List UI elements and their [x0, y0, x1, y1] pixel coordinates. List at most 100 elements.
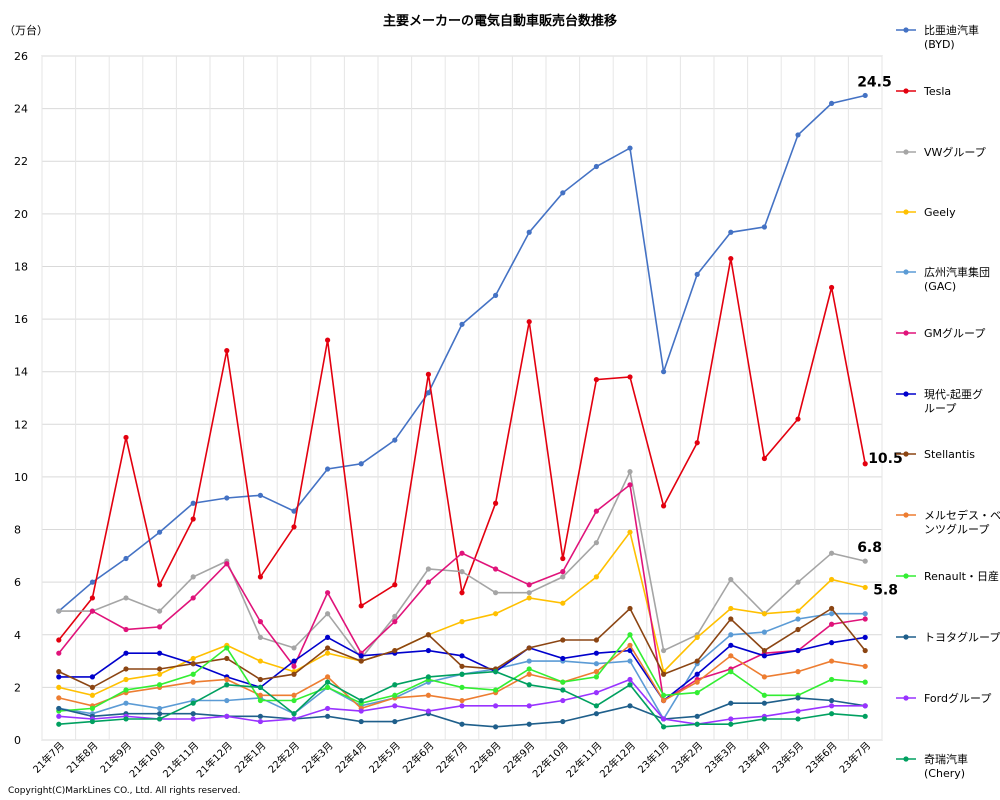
data-point: [257, 684, 263, 690]
x-tick-label: 23年3月: [702, 739, 739, 776]
data-point: [459, 590, 465, 596]
data-point: [593, 703, 600, 709]
series-line-1: [58, 258, 866, 641]
data-point: [627, 647, 633, 654]
data-point: [829, 284, 835, 291]
data-point: [224, 348, 230, 354]
data-point: [761, 700, 768, 706]
data-point: [392, 619, 398, 625]
data-point: [829, 658, 835, 664]
y-tick-label: 8: [14, 524, 21, 537]
x-tick-label: 22年11月: [563, 739, 604, 780]
x-tick-label: 23年1月: [635, 739, 672, 776]
x-tick-label: 23年4月: [736, 739, 773, 776]
data-point: [694, 721, 700, 727]
data-point: [257, 697, 263, 704]
data-point: [392, 703, 398, 709]
series-line-2: [58, 469, 866, 660]
data-point: [291, 697, 297, 704]
data-point: [862, 703, 868, 709]
data-point: [694, 671, 700, 677]
data-point: [661, 697, 667, 704]
y-tick-label: 6: [14, 576, 21, 589]
legend-swatch-marker: [903, 330, 909, 336]
series-line-6: [58, 636, 866, 702]
data-point: [291, 716, 297, 722]
data-point: [493, 687, 499, 693]
data-point: [795, 716, 801, 722]
data-point: [829, 550, 835, 556]
data-point: [862, 713, 868, 719]
data-point: [728, 605, 734, 612]
data-point: [190, 574, 196, 580]
data-point: [358, 697, 364, 704]
y-tick-label: 20: [14, 208, 28, 221]
data-point: [291, 508, 297, 514]
legend-label: Fordグループ: [924, 691, 991, 705]
legend-swatch-marker: [903, 695, 909, 701]
data-point: [190, 700, 196, 706]
data-point: [862, 584, 868, 591]
data-point: [761, 629, 768, 635]
y-tick-label: 16: [14, 313, 28, 326]
data-point: [123, 716, 129, 722]
data-point: [593, 650, 600, 656]
data-point: [425, 674, 431, 680]
data-point: [123, 626, 129, 633]
data-point: [257, 692, 263, 698]
data-point: [728, 669, 734, 675]
data-point: [526, 582, 532, 588]
data-point: [257, 634, 263, 641]
data-point: [425, 632, 431, 638]
data-point: [829, 611, 835, 617]
data-point: [795, 132, 801, 138]
data-point: [56, 713, 62, 719]
data-point: [157, 624, 163, 630]
data-point: [325, 645, 331, 651]
data-point: [56, 637, 62, 643]
series-line-3: [58, 530, 866, 697]
data-point: [224, 655, 230, 662]
legend-swatch-marker: [903, 756, 909, 762]
data-point: [493, 500, 499, 506]
data-point: [661, 716, 667, 722]
data-point: [224, 697, 230, 704]
data-point: [795, 616, 801, 622]
data-point: [728, 616, 734, 622]
data-point: [89, 718, 95, 725]
data-point: [190, 516, 196, 522]
data-point: [392, 682, 398, 688]
y-tick-label: 0: [14, 734, 21, 747]
data-point: [728, 255, 734, 262]
data-point: [661, 369, 667, 375]
data-point: [593, 674, 600, 680]
data-point: [862, 663, 868, 669]
data-point: [560, 600, 566, 606]
data-point: [694, 440, 700, 446]
legend-label: トヨタグループ: [924, 630, 1000, 644]
data-point: [89, 705, 95, 712]
data-point: [728, 653, 734, 659]
data-point: [593, 661, 600, 667]
legend-label: ループ: [924, 402, 956, 415]
data-point: [627, 658, 633, 664]
value-annotation: 5.8: [873, 582, 898, 598]
x-tick-label: 22年1月: [232, 739, 269, 776]
x-tick-label: 22年5月: [366, 739, 403, 776]
data-point: [123, 666, 129, 672]
data-point: [325, 684, 331, 690]
data-point: [89, 595, 95, 601]
data-point: [526, 590, 532, 596]
data-point: [459, 697, 465, 704]
data-point: [325, 337, 331, 343]
data-point: [862, 647, 868, 654]
data-point: [795, 416, 801, 422]
data-point: [627, 145, 633, 151]
data-point: [325, 590, 331, 596]
data-point: [493, 703, 499, 709]
data-point: [157, 666, 163, 672]
data-point: [526, 319, 532, 325]
data-point: [89, 608, 95, 614]
value-annotation: 10.5: [868, 451, 903, 467]
plot-frame: [41, 55, 883, 741]
